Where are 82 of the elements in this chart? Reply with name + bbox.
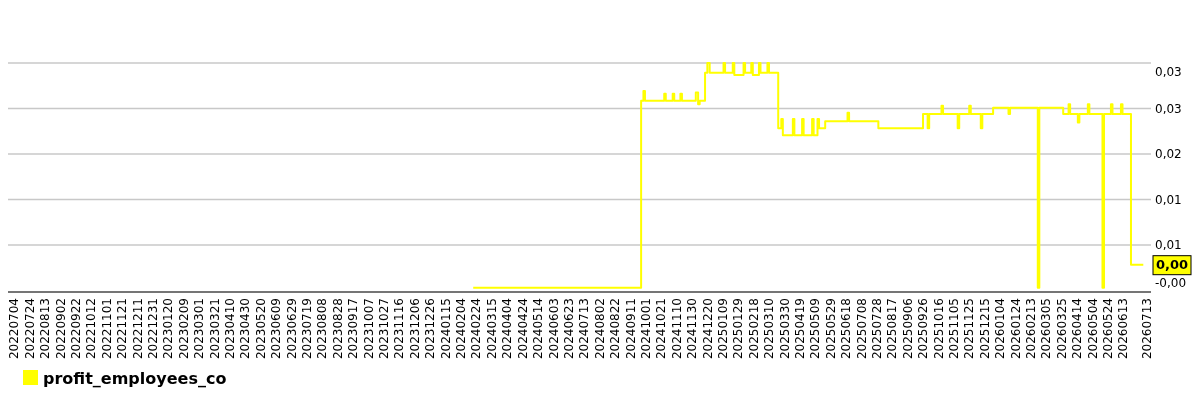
x-tick-label: 20241110 xyxy=(669,298,684,360)
x-tick-label: 20240224 xyxy=(469,298,484,360)
x-tick-label: 20230410 xyxy=(223,298,238,360)
x-tick-label: 20250618 xyxy=(839,298,854,360)
x-tick-label: 20260713 xyxy=(1139,298,1154,360)
x-tick-label: 20240802 xyxy=(592,298,607,360)
x-tick-label: 20260124 xyxy=(1008,298,1023,360)
x-tick-label: 20240623 xyxy=(561,298,576,360)
x-tick-label: 20221101 xyxy=(99,298,114,360)
x-tick-label: 20250330 xyxy=(777,298,792,360)
x-tick-label: 20250419 xyxy=(792,298,807,360)
x-tick-label: 20241220 xyxy=(700,298,715,360)
x-tick-label: 20230808 xyxy=(315,298,330,360)
x-tick-label: 20250310 xyxy=(762,298,777,360)
x-tick-label: 20250109 xyxy=(715,298,730,360)
annotation: 0,00 xyxy=(1155,257,1189,273)
x-tick-label: 20230209 xyxy=(176,298,191,360)
x-tick-label: 20240204 xyxy=(454,298,469,360)
x-tick-label: 20250926 xyxy=(916,298,931,360)
x-tick-label: 20220922 xyxy=(68,298,83,360)
x-tick-label: 20231027 xyxy=(377,298,392,360)
x-tick-label: 20221211 xyxy=(130,298,145,360)
y-tick-label: -0,00 xyxy=(1155,276,1187,291)
x-tick-label: 20230629 xyxy=(284,298,299,360)
x-tick-label: 20250906 xyxy=(900,298,915,360)
x-tick-label: 20221121 xyxy=(115,298,130,360)
x-tick-label: 20260305 xyxy=(1039,298,1054,360)
x-tick-label: 20241021 xyxy=(654,298,669,360)
x-tick-label: 20250129 xyxy=(731,298,746,360)
x-tick-label: 20260613 xyxy=(1116,298,1131,360)
x-tick-label: 20240404 xyxy=(500,298,515,360)
x-tick-label: 20250708 xyxy=(854,298,869,360)
x-tick-label: 20221012 xyxy=(84,298,99,360)
x-tick-label: 20240822 xyxy=(608,298,623,360)
x-tick-label: 20231116 xyxy=(392,298,407,360)
y-tick-label: 0,03 xyxy=(1155,65,1182,80)
x-tick-label: 20220902 xyxy=(53,298,68,360)
x-tick-label: 20240315 xyxy=(484,298,499,360)
x-tick-label: 20231206 xyxy=(407,298,422,360)
legend-label: profit_employees_co xyxy=(43,368,227,388)
x-tick-label: 20230301 xyxy=(192,298,207,360)
x-tick-label: 20250509 xyxy=(808,298,823,360)
x-tick-label: 20220813 xyxy=(38,298,53,360)
y-tick-label: 0,01 xyxy=(1155,192,1182,207)
x-tick-label: 20220704 xyxy=(7,298,22,360)
x-tick-label: 20250218 xyxy=(746,298,761,360)
x-tick-label: 20231226 xyxy=(423,298,438,360)
x-tick-label: 20240911 xyxy=(623,298,638,360)
x-tick-label: 20230120 xyxy=(161,298,176,360)
x-tick-label: 20231007 xyxy=(361,298,376,360)
x-tick-label: 20230321 xyxy=(207,298,222,360)
x-tick-label: 20230430 xyxy=(238,298,253,360)
x-tick-label: 20260414 xyxy=(1070,298,1085,360)
x-tick-label: 20240514 xyxy=(531,298,546,360)
x-tick-label: 20251125 xyxy=(962,298,977,360)
y-tick-label: 0,03 xyxy=(1155,101,1182,116)
x-tick-label: 20230609 xyxy=(269,298,284,360)
x-tick-label: 20221231 xyxy=(146,298,160,360)
x-tick-label: 20240603 xyxy=(546,298,561,360)
x-tick-label: 20230719 xyxy=(300,298,315,360)
x-tick-label: 20260213 xyxy=(1024,298,1039,360)
x-tick-label: 20230917 xyxy=(346,298,361,360)
x-tick-label: 20250817 xyxy=(885,298,900,360)
y-tick-label: 0,01 xyxy=(1155,238,1182,253)
x-tick-label: 20240115 xyxy=(438,298,453,360)
x-tick-label: 20250728 xyxy=(870,298,884,360)
x-tick-label: 20240424 xyxy=(515,298,530,360)
x-tick-label: 20251105 xyxy=(947,298,962,360)
x-tick-label: 20230520 xyxy=(253,298,268,360)
x-tick-label: 20241130 xyxy=(685,298,700,360)
x-tick-label: 20251016 xyxy=(931,298,946,360)
x-tick-label: 20260524 xyxy=(1101,298,1116,360)
x-tick-label: 20241001 xyxy=(638,298,653,360)
x-tick-label: 20240713 xyxy=(577,298,592,360)
x-tick-label: 20260325 xyxy=(1054,298,1069,360)
x-tick-label: 20260504 xyxy=(1085,298,1100,360)
x-tick-label: 20250529 xyxy=(823,298,838,360)
x-tick-label: 20260104 xyxy=(993,298,1008,360)
x-tick-label: 20230828 xyxy=(330,298,345,360)
x-tick-label: 20220724 xyxy=(22,298,37,360)
x-tick-label: 20251215 xyxy=(977,298,992,360)
y-tick-label: 0,02 xyxy=(1155,147,1182,162)
